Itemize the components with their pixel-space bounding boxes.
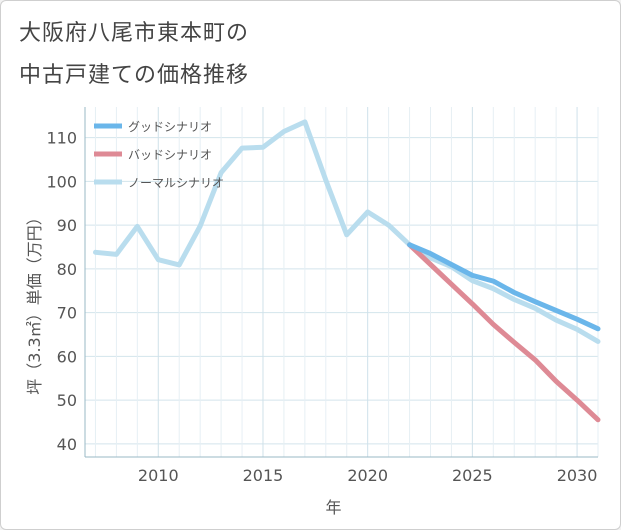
legend-label-2: ノーマルシナリオ (128, 176, 224, 190)
y-tick-label-40: 40 (57, 435, 77, 454)
y-axis-title: 坪（3.3㎡）単価（万円） (25, 209, 44, 394)
x-tick-label-2025: 2025 (452, 466, 493, 485)
y-tick-label-70: 70 (57, 304, 77, 323)
y-tick-label-60: 60 (57, 347, 77, 366)
legend-label-0: グッドシナリオ (128, 120, 212, 134)
axes: 40 50 60 70 80 90 100 110 2010 2015 2020 2025 2030 年 坪… (25, 107, 598, 517)
x-tick-label-2010: 2010 (138, 466, 179, 485)
x-axis-title: 年 (325, 498, 341, 517)
series-line-2 (93, 119, 601, 344)
y-tick-label-100: 100 (46, 172, 77, 191)
series-line-0 (407, 242, 601, 332)
series-group (93, 119, 601, 423)
chart-title-line-1: 大阪府八尾市東本町の (19, 21, 250, 46)
chart-title-line-2: 中古戸建ての価格推移 (19, 63, 250, 88)
y-tick-label-50: 50 (57, 391, 77, 410)
series-line-1 (407, 242, 601, 423)
y-tick-label-80: 80 (57, 260, 77, 279)
x-tick-label-2015: 2015 (243, 466, 284, 485)
y-tick-label-90: 90 (57, 216, 77, 235)
legend-label-1: バッドシナリオ (128, 148, 212, 162)
x-tick-label-2020: 2020 (347, 466, 388, 485)
y-tick-label-110: 110 (46, 129, 77, 148)
x-tick-label-2030: 2030 (557, 466, 598, 485)
